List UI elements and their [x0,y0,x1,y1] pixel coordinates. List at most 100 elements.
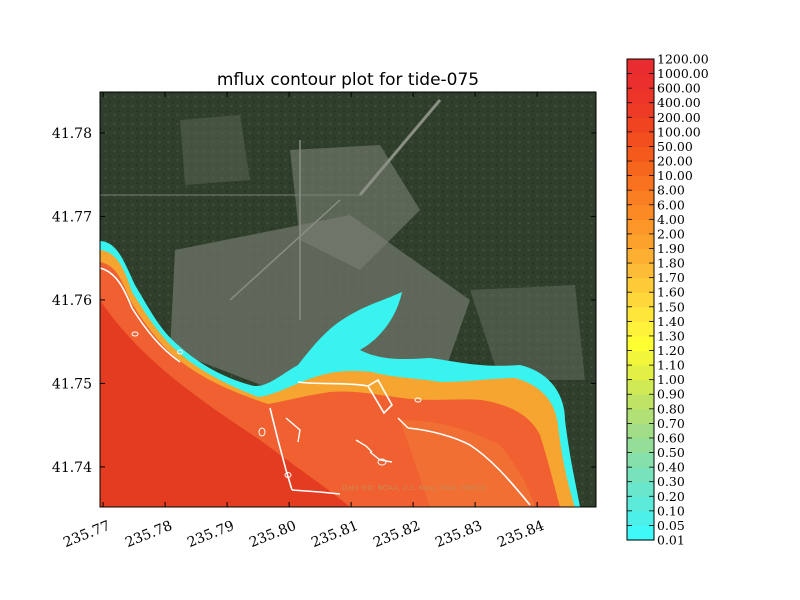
colorbar-segment [627,277,654,293]
colorbar-segment [627,350,654,366]
colorbar-segment [627,423,654,439]
town-area [290,145,420,270]
x-tick-label: 235.79 [185,518,236,551]
y-tick-label: 41.78 [52,126,92,142]
colorbar-segment [627,102,654,118]
colorbar-tick-label: 8.00 [657,183,685,198]
colorbar-tick-label: 0.50 [657,445,685,460]
y-tick-label: 41.76 [52,293,92,309]
colorbar-tick-label: 1.30 [657,328,685,343]
colorbar-segment [627,452,654,468]
breakwater [366,378,393,415]
x-tick-label: 235.77 [61,518,112,551]
colorbar-tick-label: 1.60 [657,285,685,300]
colorbar-segment [627,510,654,527]
islet [414,397,422,403]
y-tick-label: 41.74 [52,460,92,476]
colorbar-tick-label: 0.30 [657,474,685,489]
colorbar-segment [627,321,654,337]
colorbar-segment [627,292,654,308]
colorbar-tick-label: 4.00 [657,212,685,227]
colorbar-frame [626,58,655,541]
colorbar-tick-label: 200.00 [657,110,701,125]
colorbar-tick-label: 20.00 [657,154,693,169]
colorbar-segment [627,248,654,264]
colorbar-tick-label: 100.00 [657,124,701,139]
jetty [397,417,409,429]
chart-title: mflux contour plot for tide-075 [217,70,479,90]
y-tick-label: 41.75 [52,376,92,392]
y-tick-label: 41.77 [52,209,92,225]
colorbar-tick-label: 0.80 [657,401,685,416]
colorbar-segment [627,306,654,322]
colorbar-tick-label: 1.10 [657,358,685,373]
colorbar-segment [627,117,654,133]
colorbar-tick-label: 0.05 [657,518,685,533]
x-tick-label: 235.78 [123,518,174,551]
colorbar-tick-label: 1.40 [657,314,685,329]
islet [177,349,183,355]
colorbar-segment [627,263,654,279]
attribution-text: Data SIO, NOAA, U.S. Navy, NGA, GEBCO [342,484,486,492]
colorbar-segment [627,204,654,220]
y-axis: 41.74 41.75 41.76 41.77 41.78 [52,126,596,476]
colorbar-tick-label: 1.00 [657,372,685,387]
colorbar-segment [627,146,654,162]
colorbar-tick-label: 1200.00 [657,52,709,67]
colorbar-segment [627,365,654,381]
x-tick-label: 235.81 [309,518,360,551]
town-area [180,115,250,185]
colorbar-segment [627,161,654,177]
colorbar-segment [627,175,654,191]
colorbar-segment [627,437,654,454]
colorbar-segment [627,59,654,75]
colorbar-tick-label: 1.90 [657,241,685,256]
colorbar-segment [627,219,654,235]
x-tick-label: 235.82 [371,518,422,551]
islet [131,331,139,337]
x-tick-label: 235.84 [495,518,546,551]
colorbar-tick-label: 0.90 [657,387,685,402]
islet [284,472,292,478]
colorbar-segment [627,496,654,512]
road [229,199,341,301]
colorbar [627,59,654,541]
jetty [291,489,341,495]
contour-variation [400,420,535,507]
colorbar-segment [627,190,654,206]
jetty [285,417,301,443]
colorbar-segment [627,233,654,250]
colorbar-segment [627,131,654,148]
colorbar-tick-label: 1.70 [657,270,685,285]
jetty [355,439,373,453]
jetty [269,407,293,491]
road [358,99,442,196]
colorbar-tick-label: 400.00 [657,95,701,110]
colorbar-segment [627,394,654,410]
colorbar-segment [627,73,654,89]
colorbar-tick-label: 1000.00 [657,66,709,81]
colorbar-tick-label: 0.60 [657,430,685,445]
contour-highest [100,300,350,507]
jetty [369,451,393,463]
shoreline [297,381,369,387]
colorbar-segment [627,379,654,395]
colorbar-tick-label: 10.00 [657,168,693,183]
colorbar-segment [627,481,654,497]
colorbar-tick-label: 2.00 [657,226,685,241]
colorbar-segment [627,335,654,352]
colorbar-tick-label: 1.50 [657,299,685,314]
colorbar-tick-label: 0.01 [657,533,685,548]
colorbar-tick-label: 600.00 [657,81,701,96]
colorbar-tick-label: 50.00 [657,139,693,154]
town-area [470,285,585,380]
shoreline [407,427,531,506]
town-area [170,215,470,400]
x-tick-label: 235.80 [247,518,298,551]
colorbar-segment [627,88,654,104]
map-area: Data SIO, NOAA, U.S. Navy, NGA, GEBCO [100,92,596,507]
colorbar-segment [627,408,654,424]
x-tick-label: 235.83 [433,518,484,551]
colorbar-axis: 0.010.050.100.200.300.400.500.600.700.80… [627,52,709,548]
